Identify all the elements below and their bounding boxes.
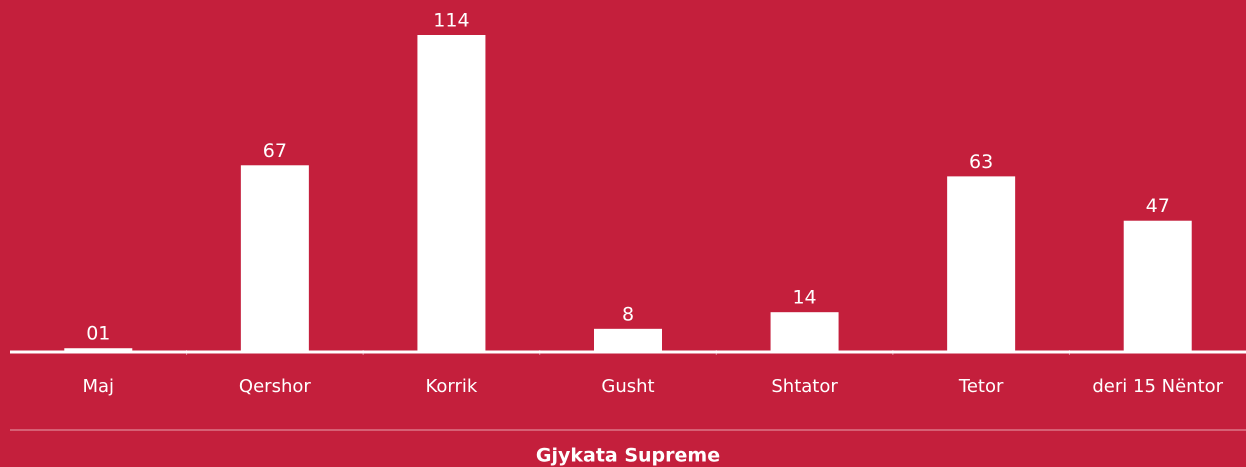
x-tick-label: Shtator <box>771 376 838 397</box>
x-tick-label: deri 15 Nëntor <box>1092 376 1223 397</box>
value-label: 67 <box>263 140 287 162</box>
x-tick-label: Korrik <box>426 376 478 397</box>
bar <box>240 165 309 351</box>
bar <box>417 35 486 351</box>
bar <box>594 328 662 351</box>
value-label: 114 <box>433 10 469 32</box>
bar <box>1123 220 1192 351</box>
x-tick-label: Tetor <box>958 376 1004 397</box>
value-label: 8 <box>622 303 634 325</box>
bar <box>947 176 1016 351</box>
value-label: 14 <box>792 287 816 309</box>
x-tick-label: Qershor <box>239 376 311 397</box>
chart-title: Gjykata Supreme <box>536 445 720 467</box>
value-label: 47 <box>1146 195 1170 217</box>
value-label: 63 <box>969 151 993 173</box>
bar <box>64 348 133 351</box>
x-tick-label: Gusht <box>601 376 654 397</box>
x-tick-label: Maj <box>83 376 115 397</box>
bar <box>770 312 839 351</box>
value-label: 01 <box>86 323 110 345</box>
